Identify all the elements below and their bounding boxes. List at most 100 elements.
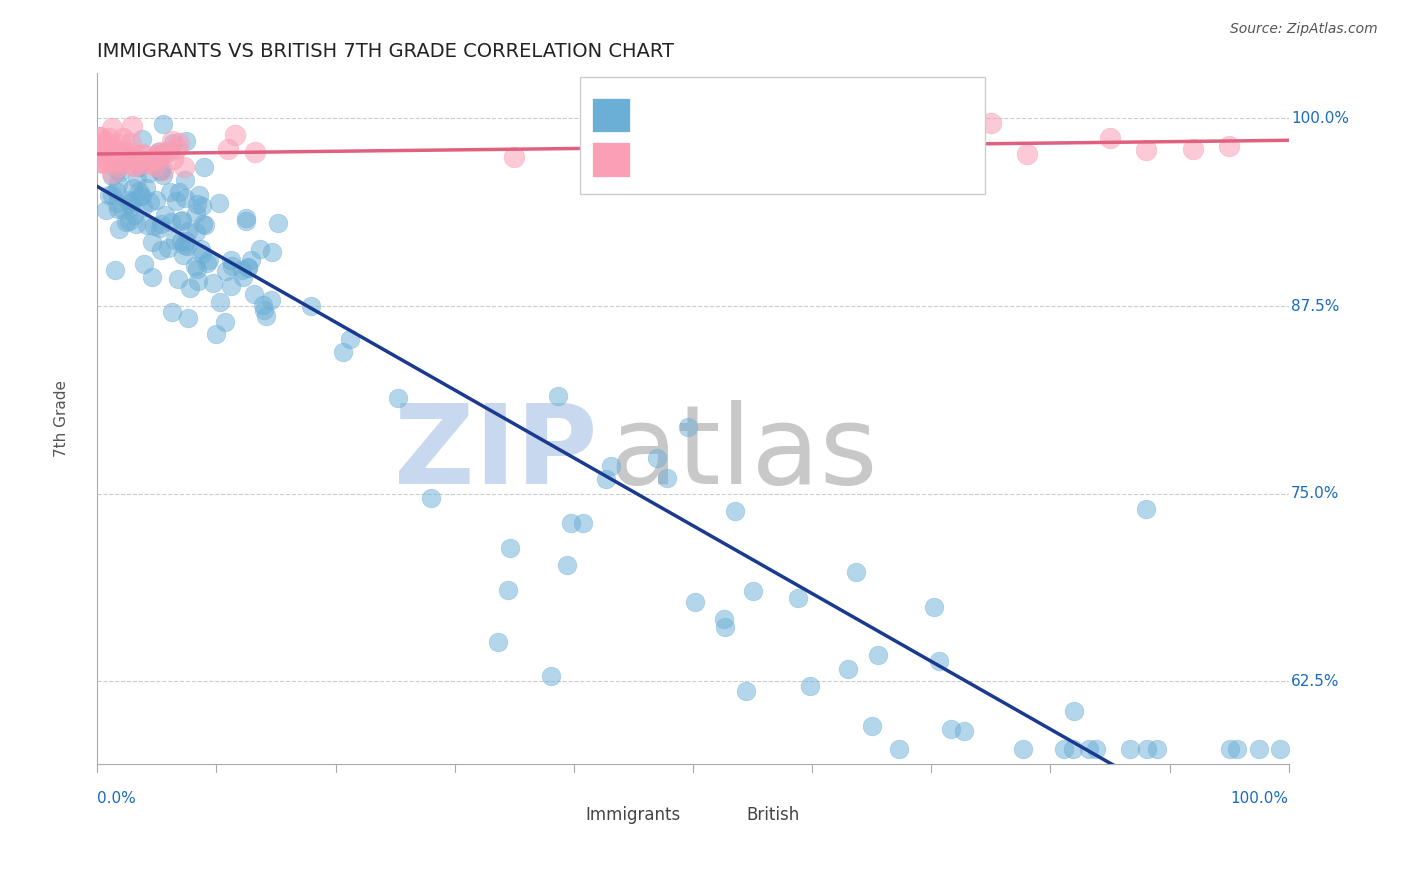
Point: [167, 272, 190, 286]
Point: [110, 136, 132, 151]
Point: [713, 620, 735, 634]
Point: [167, 136, 190, 150]
Point: [108, 145, 131, 159]
Point: [1136, 741, 1159, 756]
Point: [150, 162, 173, 177]
Point: [165, 194, 187, 208]
Point: [187, 274, 209, 288]
Point: [1098, 130, 1121, 145]
Point: [89, 130, 111, 145]
Point: [238, 260, 260, 275]
Point: [160, 134, 183, 148]
Text: IMMIGRANTS VS BRITISH 7TH GRADE CORRELATION CHART: IMMIGRANTS VS BRITISH 7TH GRADE CORRELAT…: [97, 42, 675, 61]
Point: [219, 252, 242, 267]
Point: [339, 332, 361, 346]
Point: [101, 166, 124, 180]
Point: [167, 186, 190, 200]
Point: [142, 219, 165, 234]
Point: [89, 130, 111, 145]
Point: [1062, 741, 1084, 756]
Point: [118, 214, 141, 228]
Point: [128, 160, 150, 174]
Point: [124, 145, 146, 160]
Text: N =: N =: [813, 151, 852, 169]
Point: [118, 152, 141, 166]
Text: -0.579: -0.579: [711, 106, 769, 124]
Point: [1077, 741, 1099, 756]
Point: [159, 145, 181, 159]
Point: [138, 155, 160, 169]
Point: [887, 741, 910, 756]
Point: [1119, 741, 1142, 756]
Point: [149, 220, 172, 235]
Point: [174, 134, 197, 148]
Point: [117, 193, 139, 207]
Point: [149, 148, 172, 162]
Point: [120, 195, 142, 210]
Point: [555, 558, 578, 572]
Point: [260, 293, 283, 308]
Point: [980, 116, 1002, 130]
Point: [177, 310, 200, 325]
Point: [169, 234, 191, 248]
Point: [1270, 741, 1292, 756]
Point: [191, 247, 214, 261]
Point: [174, 173, 197, 187]
Point: [252, 298, 274, 312]
Point: [860, 719, 883, 733]
Point: [159, 186, 181, 200]
Point: [586, 150, 609, 164]
Point: [866, 648, 889, 663]
Point: [101, 140, 124, 154]
Point: [217, 143, 239, 157]
Point: [125, 151, 148, 165]
Point: [953, 724, 976, 739]
Point: [191, 199, 214, 213]
Point: [114, 145, 136, 160]
Point: [157, 241, 180, 255]
Point: [499, 541, 522, 555]
Point: [112, 131, 135, 145]
Point: [243, 145, 266, 159]
Point: [152, 146, 174, 161]
Point: [138, 165, 160, 179]
Point: [163, 233, 186, 247]
Point: [132, 153, 155, 168]
Point: [214, 315, 236, 329]
Point: [104, 144, 127, 158]
Point: [595, 472, 617, 486]
Point: [599, 459, 621, 474]
Text: 62.5%: 62.5%: [1291, 673, 1340, 689]
Point: [224, 128, 246, 142]
Point: [655, 471, 678, 485]
Point: [195, 256, 218, 270]
Point: [1146, 741, 1168, 756]
Point: [105, 184, 128, 198]
Point: [108, 164, 131, 178]
Point: [93, 155, 115, 169]
Point: [120, 149, 142, 163]
Point: [243, 286, 266, 301]
Point: [146, 145, 169, 159]
Point: [131, 189, 153, 203]
Point: [86, 155, 108, 169]
Point: [1085, 741, 1108, 756]
Text: 100.0%: 100.0%: [1230, 791, 1289, 806]
Point: [139, 195, 162, 210]
Text: 0.481: 0.481: [711, 151, 762, 169]
Text: 7th Grade: 7th Grade: [55, 380, 69, 457]
Point: [173, 161, 195, 175]
Text: 160: 160: [877, 106, 911, 124]
Point: [155, 208, 177, 222]
Point: [801, 158, 824, 172]
Point: [799, 679, 821, 693]
Point: [120, 200, 142, 214]
Point: [149, 164, 172, 178]
Point: [208, 196, 231, 211]
Point: [111, 203, 134, 218]
Point: [129, 189, 152, 203]
Point: [135, 180, 157, 194]
Point: [110, 153, 132, 168]
Point: [741, 127, 763, 141]
Point: [1226, 741, 1249, 756]
